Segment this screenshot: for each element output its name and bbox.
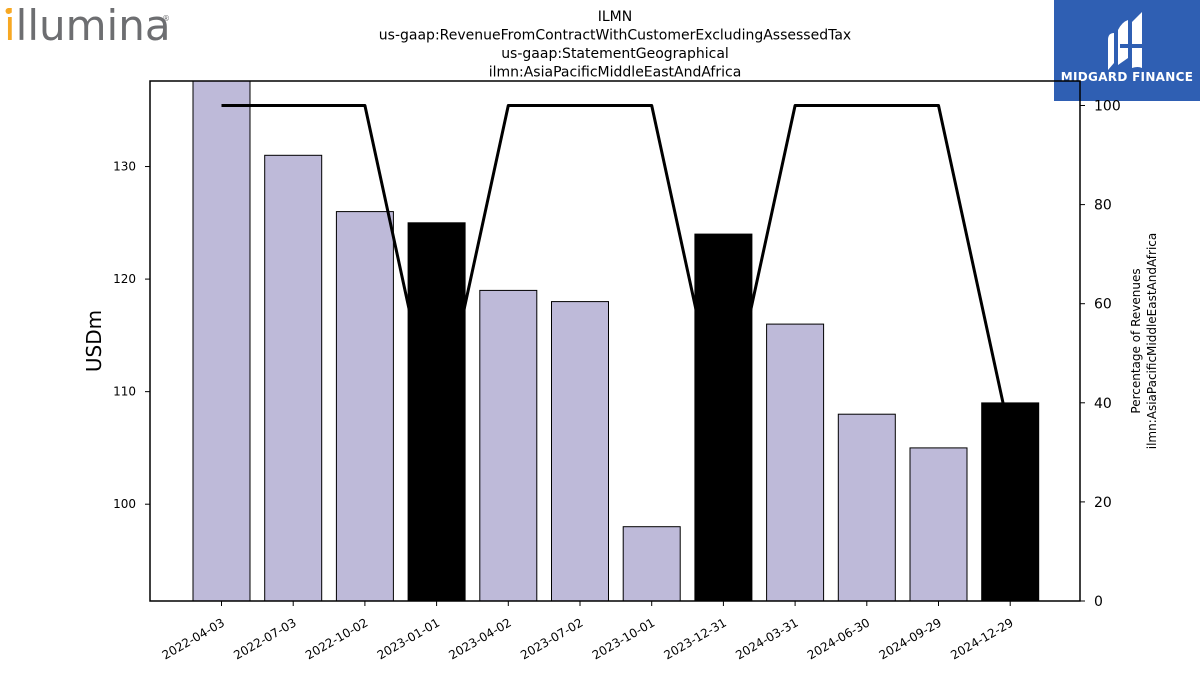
bar-2023-10-01: [622, 526, 681, 602]
title-line: ILMN: [598, 9, 632, 25]
bar-2024-06-30: [837, 413, 896, 602]
y2-label-line: Percentage of Revenues: [1129, 268, 1143, 413]
x-tick-label: 2024-09-29: [877, 615, 944, 662]
y-tick-label: 100: [113, 497, 136, 511]
x-tick-label: 2022-07-03: [231, 615, 298, 662]
x-tick-label: 2023-10-01: [590, 615, 657, 662]
y-tick-label: 110: [113, 385, 136, 399]
logo-text: illumina: [4, 1, 171, 50]
logo-registered-mark: ®: [162, 14, 170, 23]
bar-2023-04-02: [479, 289, 538, 602]
bar-2024-03-31: [766, 323, 825, 602]
bar-2022-10-02: [335, 211, 394, 602]
percent-line: [221, 104, 1012, 438]
x-tick-label: 2022-10-02: [303, 615, 370, 662]
x-tick-label: 2022-04-03: [160, 615, 227, 662]
y-axis-right: 0 20 40 60 80 100: [1080, 99, 1121, 610]
x-tick-label: 2024-12-29: [948, 615, 1015, 662]
bar-2023-07-02: [551, 301, 609, 602]
y2-tick-label: 0: [1094, 594, 1103, 610]
y2-tick-label: 60: [1094, 297, 1112, 313]
y2-tick-label: 100: [1094, 99, 1121, 115]
x-tick-label: 2024-03-31: [733, 615, 800, 662]
x-tick-label: 2023-12-31: [661, 615, 728, 662]
bars: [192, 80, 1040, 602]
y2-tick-label: 80: [1094, 198, 1112, 214]
y-tick-label: 130: [113, 160, 136, 174]
y-tick-label: 120: [113, 272, 136, 286]
x-tick-label: 2023-07-02: [518, 615, 585, 662]
chart-title: ILMN us-gaap:RevenueFromContractWithCusto…: [379, 9, 851, 81]
x-tick-label: 2023-04-02: [446, 615, 513, 662]
midgard-logo-icon: [1108, 12, 1142, 70]
title-line: us-gaap:StatementGeographical: [501, 46, 729, 62]
plot-frame: [149, 80, 1081, 602]
logo-dot-icon: [5, 8, 12, 14]
title-line: us-gaap:RevenueFromContractWithCustomerE…: [379, 28, 851, 44]
illumina-logo: illumina ®: [4, 1, 171, 50]
x-axis: 2022-04-03 2022-07-03 2022-10-02 2023-01-01…: [160, 601, 1016, 662]
x-tick-label: 2023-01-01: [375, 615, 442, 662]
bar-2023-01-01: [407, 222, 466, 602]
bar-2024-09-29: [909, 447, 968, 602]
title-line: ilmn:AsiaPacificMiddleEastAndAfrica: [489, 65, 742, 81]
y-axis-left: 100 110 120 130: [113, 160, 150, 511]
y-axis-label: USDm: [82, 310, 106, 372]
midgard-finance-badge: MIDGARD FINANCE: [1054, 0, 1200, 101]
bar-2022-04-03: [192, 80, 251, 602]
bar-2023-12-31: [694, 233, 753, 602]
bar-2022-07-03: [264, 154, 323, 602]
y2-tick-label: 20: [1094, 495, 1112, 511]
x-tick-label: 2024-06-30: [805, 615, 872, 662]
y2-tick-label: 40: [1094, 396, 1112, 412]
y2-axis-label: Percentage of Revenues ilmn:AsiaPacificMi…: [1129, 233, 1159, 449]
badge-text: MIDGARD FINANCE: [1061, 70, 1193, 84]
y2-label-line: ilmn:AsiaPacificMiddleEastAndAfrica: [1145, 233, 1159, 449]
